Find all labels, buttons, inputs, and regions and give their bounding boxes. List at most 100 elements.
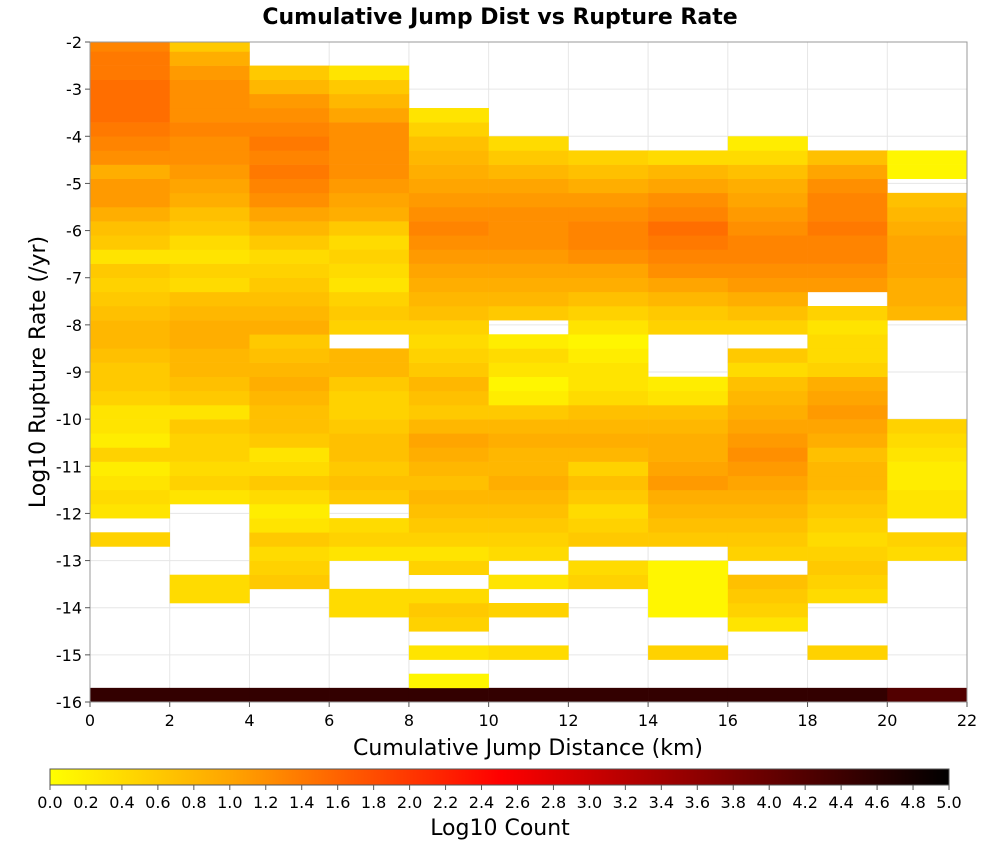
heatmap-cell [90,178,171,194]
colorbar-tick-label: 2.4 [469,793,494,812]
heatmap-cell [648,645,729,660]
heatmap-cell [90,362,171,378]
heatmap-cell [488,475,569,491]
heatmap-cell [249,532,330,547]
heatmap-cell [807,475,888,491]
heatmap-cell [727,546,808,561]
heatmap-cell [169,42,250,52]
y-tick-label: -2 [66,33,82,52]
heatmap-cell [329,291,410,307]
y-tick-label: -3 [66,80,82,99]
heatmap-cell [648,518,729,533]
heatmap-cell [807,532,888,547]
heatmap-cell [488,447,569,462]
heatmap-cell [169,263,250,279]
heatmap-cell [648,532,729,547]
heatmap-cell [488,489,569,505]
heatmap-cell [408,617,489,632]
heatmap-cell [648,306,729,321]
x-tick-label: 0 [85,711,95,730]
heatmap-cell [329,461,410,477]
heatmap-cell [488,348,569,363]
heatmap-cell [329,221,410,236]
heatmap-cell [807,249,888,264]
heatmap-cell [727,475,808,491]
heatmap-cell [169,348,250,363]
heatmap-cell [807,348,888,363]
heatmap-cell [488,207,569,222]
heatmap-cell [887,235,968,250]
heatmap-cell [408,390,489,406]
heatmap-cell [727,574,808,590]
heatmap-cell [329,419,410,434]
heatmap-cell [408,150,489,165]
heatmap-cell [568,348,649,363]
heatmap-cell [249,390,330,406]
heatmap-cell [408,221,489,236]
heatmap-cell [90,221,171,236]
heatmap-cell [90,504,171,519]
heatmap-cell [887,263,968,279]
heatmap-cell [488,362,569,378]
heatmap-cell [90,376,171,392]
heatmap-cell [887,447,968,462]
heatmap-cell [568,475,649,491]
heatmap-cell [408,334,489,349]
heatmap-cell [887,546,968,561]
heatmap-cell [488,334,569,349]
heatmap-cell [887,291,968,307]
heatmap-cell [329,532,410,547]
heatmap-cell [249,136,330,151]
heatmap-cell [329,150,410,165]
heatmap-cell [488,645,569,660]
heatmap-cell [249,79,330,95]
heatmap-cell [807,207,888,222]
heatmap-cell [887,207,968,222]
heatmap-cell [727,306,808,321]
heatmap-cell [568,164,649,180]
heatmap-cell [648,574,729,590]
heatmap-cell [568,574,649,590]
heatmap-cell [568,461,649,477]
x-tick-label: 20 [877,711,897,730]
heatmap-cell [90,136,171,151]
heatmap-cell [807,405,888,420]
heatmap-cell [648,390,729,406]
heatmap-cell [169,419,250,434]
heatmap-cell [807,334,888,349]
heatmap-cell [408,518,489,533]
heatmap-cell [727,178,808,194]
y-tick-label: -6 [66,222,82,241]
heatmap-cell [807,560,888,576]
x-axis-ticks: 0 2 4 6 8 10 12 14 16 18 20 22 [85,702,977,730]
heatmap-cell [90,405,171,420]
heatmap-cell [568,419,649,434]
heatmap-cell [249,489,330,505]
heatmap-cell [807,277,888,293]
heatmap-cell [90,433,171,448]
heatmap-cell [727,376,808,392]
heatmap-cell [887,461,968,477]
heatmap-cell [807,546,888,561]
heatmap-cell [329,489,410,505]
heatmap-cell [807,588,888,604]
heatmap-cell [807,320,888,335]
heatmap-cell [568,376,649,392]
heatmap-cell [249,150,330,165]
heatmap-cell [568,249,649,264]
heatmap-cell [408,461,489,477]
heatmap-cell [249,249,330,264]
heatmap-cell [408,645,489,660]
heatmap-cell [807,221,888,236]
colorbar-tick-label: 2.0 [397,793,422,812]
heatmap-cell [90,93,171,109]
heatmap-cell [727,405,808,420]
heatmap-cell [90,390,171,406]
heatmap-cell [488,277,569,293]
heatmap-cell [648,603,729,618]
heatmap-cell [329,207,410,222]
heatmap-cell [329,603,410,618]
y-tick-label: -7 [66,269,82,288]
y-tick-label: -11 [56,457,82,476]
heatmap-cell [648,504,729,519]
